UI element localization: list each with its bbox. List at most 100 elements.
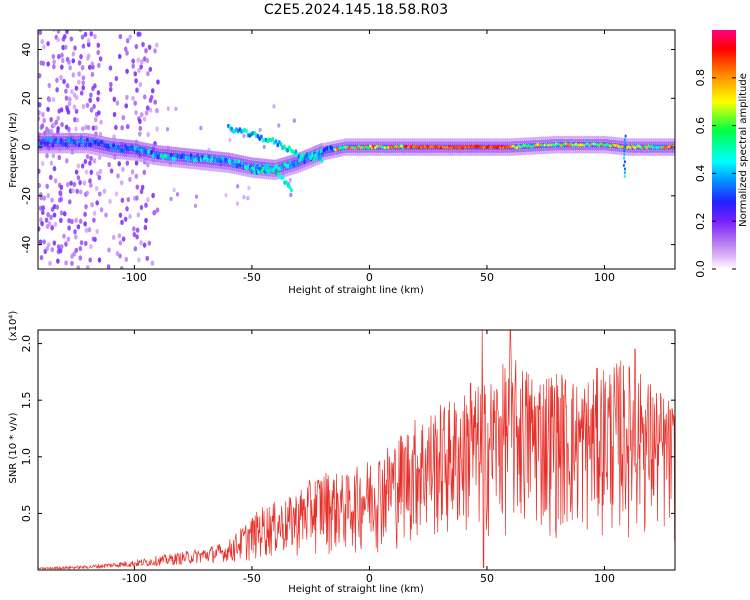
spectrogram-cell [544,148,547,152]
spectrogram-cell [74,132,78,136]
spectrogram-cell [544,136,547,140]
spectrogram-cell [597,135,600,139]
spectrogram-cell [483,138,486,142]
spectrogram-cell [134,173,139,179]
spectrogram-cell [665,141,668,145]
spectrogram-cell [489,149,492,154]
spectrogram-cell [163,160,167,164]
spectrogram-cell [430,152,433,156]
spectrogram-cell [400,149,404,154]
spectrogram-cell [57,135,61,139]
spectrogram-cell [660,152,664,156]
spectrogram-cell [41,60,46,66]
spectrogram-cell [165,148,169,153]
spectrogram-cell [623,156,626,160]
spectrogram-cell [415,146,418,151]
spectrogram-cell [324,142,327,146]
spectrogram-cell [56,258,60,264]
spectrogram-cell [481,138,484,142]
spectrogram-cell [69,36,74,42]
spectrogram-cell [635,152,638,156]
spectrogram-cell [633,149,636,154]
spectrogram-cell [667,138,670,142]
y-tick-label: -40 [20,236,33,254]
spectrogram-cell [98,146,101,151]
spectrogram-cell [208,164,211,169]
spectrogram-cell [648,138,651,142]
spectrogram-cell [356,152,359,156]
spectrogram-cell [307,159,310,164]
spectrogram-cell [572,135,575,139]
spectrogram-cell [654,152,657,156]
spectrogram-cell [49,150,52,154]
spectrogram-cell [476,138,480,142]
spectrogram-cell [167,151,171,156]
spectrogram-cell [269,159,272,163]
spectrogram-cell [51,150,55,154]
spectrogram-cell [436,152,440,156]
spectrogram-cell [121,138,124,143]
spectrogram-cell [242,133,246,139]
spectrogram-cell [455,141,459,145]
spectrogram-cell [347,141,351,145]
spectrogram-cell [453,152,456,156]
spectrogram-cell [96,96,100,102]
spectrogram-cell [89,155,93,161]
spectrogram-cell [142,94,147,100]
spectrogram-cell [563,135,566,139]
spectrogram-cell [139,188,144,195]
spectrogram-cell [271,159,275,163]
spectrogram-cell [341,150,344,154]
spectrogram-cell [131,95,135,101]
spectrogram-cell [669,152,672,156]
spectrogram-cell [55,144,59,148]
spectrogram-cell [485,149,488,154]
spectrogram-cell [468,138,471,142]
spectrogram-cell [123,139,126,143]
spectrogram-cell [417,149,420,154]
spectrogram-cell [588,135,592,139]
spectrogram-cell [43,147,46,151]
spectrogram-cell [110,147,114,152]
spectrogram-cell [601,147,605,151]
spectrogram-cell [131,63,135,69]
spectrogram-cell [189,165,192,170]
spectrogram-cell [607,139,611,143]
spectrogram-cell [51,143,55,148]
spectrogram-cell [459,149,463,154]
spectrogram-cell [339,150,342,155]
spectrogram-cell [586,147,590,151]
spectrogram-cell [624,152,628,156]
spectrogram-cell [57,154,62,161]
spectrogram-cell [108,155,112,159]
spectrogram-cell [271,173,275,178]
spectrogram-cell [332,152,336,156]
spectrogram-cell [646,149,649,154]
spectrogram-cell [267,158,270,163]
spectrogram-cell [624,134,627,138]
spectrogram-cell [339,153,342,158]
spectrogram-cell [533,151,537,155]
spectrogram-cell [247,185,251,191]
spectrogram-cell [129,151,133,155]
spectrogram-cell [341,138,344,143]
spectrogram-cell [233,168,236,172]
spectrogram-cell [582,135,585,139]
spectrogram-cell [656,149,660,154]
spectrogram-cell [208,167,211,172]
spectrogram-cell [97,154,102,161]
spectrogram-cell [440,152,444,156]
spectrogram-cell [214,168,217,172]
spectrogram-cell [43,135,46,139]
spectrogram-cell [595,147,598,151]
spectrogram-cell [599,150,602,154]
spectrogram-cell [115,138,118,142]
spectrogram-cell [80,163,85,169]
spectrogram-cell [347,152,351,156]
spectrogram-cell [387,138,391,142]
spectrogram-cell [290,169,294,173]
spectrogram-cell [231,167,234,172]
spectrogram-cell [453,141,456,145]
spectrogram-cell [98,135,101,139]
spectrogram-cell [159,156,162,161]
